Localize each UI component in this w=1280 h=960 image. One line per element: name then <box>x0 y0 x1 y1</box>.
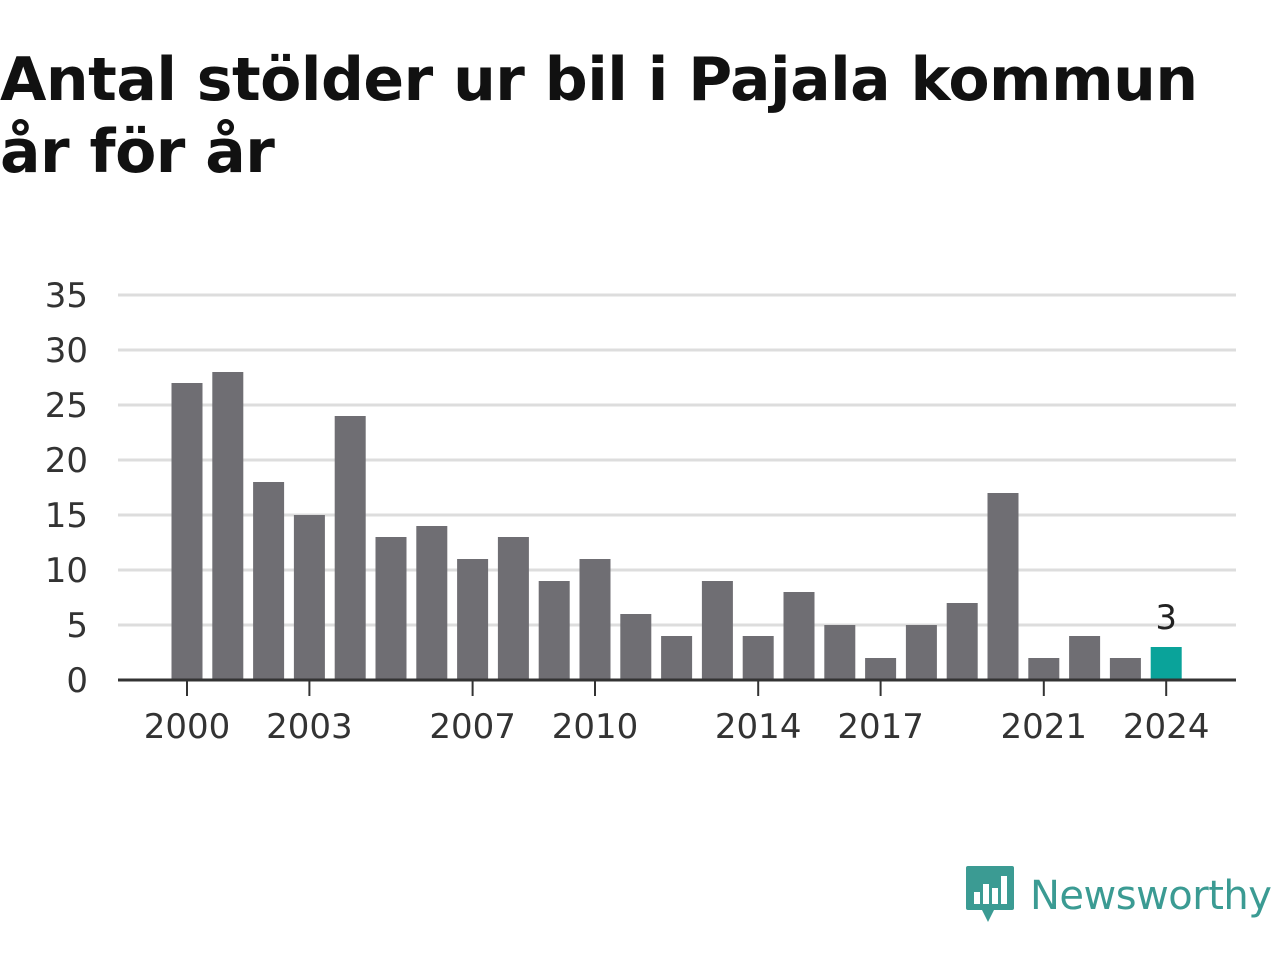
bar <box>661 636 693 680</box>
bar <box>987 493 1019 680</box>
chart-title: Antal stölder ur bil i Pajala kommun år … <box>0 45 1198 187</box>
bar <box>457 559 489 680</box>
bar <box>701 581 733 680</box>
data-label-highlight: 3 <box>1155 598 1177 638</box>
y-tick-label: 0 <box>66 661 88 701</box>
bar <box>334 416 366 680</box>
bar <box>212 372 244 680</box>
brand-logo: Newsworthy <box>964 864 1272 928</box>
brand-name: Newsworthy <box>1030 873 1272 919</box>
x-tick-label: 2024 <box>1123 707 1210 747</box>
bar-chart-speech-bubble-icon <box>964 864 1016 928</box>
x-tick-label: 2007 <box>429 707 516 747</box>
bar <box>538 581 570 680</box>
y-tick-label: 5 <box>66 606 88 646</box>
x-tick-label: 2014 <box>715 707 802 747</box>
x-tick-label: 2017 <box>837 707 924 747</box>
bar <box>783 592 815 680</box>
y-tick-label: 15 <box>45 496 88 536</box>
bar <box>824 625 856 680</box>
bar <box>497 537 529 680</box>
x-tick-label: 2021 <box>1001 707 1088 747</box>
bar <box>946 603 978 680</box>
bar <box>905 625 937 680</box>
x-tick-label: 2000 <box>144 707 231 747</box>
bar <box>1109 658 1141 680</box>
bar <box>293 515 325 680</box>
y-tick-label: 30 <box>45 331 88 371</box>
bar <box>865 658 897 680</box>
bar <box>1069 636 1101 680</box>
bar <box>253 482 285 680</box>
y-tick-label: 20 <box>45 441 88 481</box>
y-tick-label: 35 <box>45 276 88 316</box>
bar-highlighted <box>1150 647 1182 680</box>
bar <box>416 526 448 680</box>
y-tick-label: 10 <box>45 551 88 591</box>
bar <box>620 614 652 680</box>
bar <box>742 636 774 680</box>
bar <box>171 383 203 680</box>
x-tick-label: 2010 <box>552 707 639 747</box>
bar <box>579 559 611 680</box>
x-tick-label: 2003 <box>266 707 353 747</box>
y-tick-label: 25 <box>45 386 88 426</box>
bar <box>375 537 407 680</box>
bar <box>1028 658 1060 680</box>
